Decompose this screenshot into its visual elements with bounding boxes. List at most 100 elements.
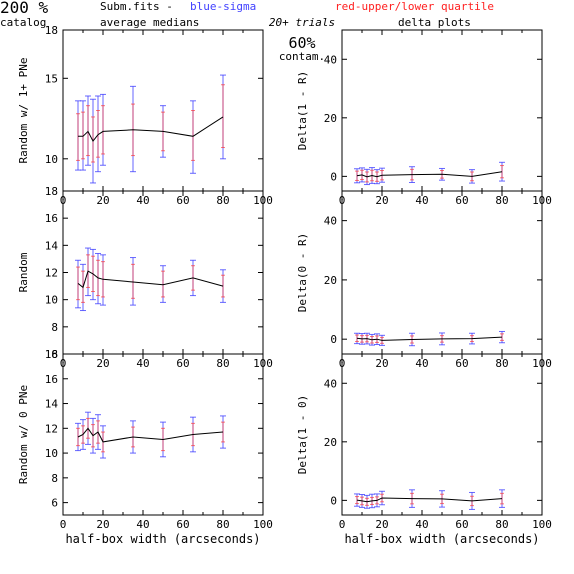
error-bar	[95, 95, 101, 173]
x-tick-label: 20	[96, 194, 109, 207]
header-trials: 20+ trials	[269, 16, 335, 29]
x-tick-label: 0	[339, 518, 346, 531]
panel-frame	[341, 29, 543, 192]
x-tick-label: 20	[96, 518, 109, 531]
error-bar	[359, 494, 365, 508]
y-tick-label: 10	[45, 447, 58, 460]
x-tick-label: 80	[495, 518, 508, 531]
y-tick-label: 0	[330, 333, 337, 346]
y-tick-label: 10	[45, 294, 58, 307]
y-tick-label: 40	[324, 377, 337, 390]
y-tick-label: 0	[330, 170, 337, 183]
error-bar	[190, 100, 196, 174]
header-catalog: catalog	[0, 16, 46, 29]
y-tick-label: 8	[51, 472, 58, 485]
x-axis-label: half-box width (arcseconds)	[65, 532, 260, 546]
x-tick-label: 20	[375, 518, 388, 531]
error-bar	[130, 257, 136, 306]
x-tick-label: 100	[532, 518, 552, 531]
x-tick-label: 80	[495, 357, 508, 370]
x-tick-label: 20	[375, 357, 388, 370]
header-contam: contam.	[279, 50, 325, 63]
y-tick-label: 20	[324, 436, 337, 449]
error-bar	[75, 259, 81, 309]
error-bar	[85, 95, 91, 166]
y-tick-label: 12	[45, 422, 58, 435]
x-tick-label: 40	[415, 357, 428, 370]
median-line	[356, 336, 503, 341]
x-tick-label: 40	[415, 518, 428, 531]
error-bar	[409, 332, 415, 347]
x-tick-label: 40	[136, 194, 149, 207]
y-tick-label: 16	[45, 212, 58, 225]
header-average-medians: average medians	[100, 16, 199, 29]
y-axis-label: Delta(1 - 0)	[296, 395, 309, 474]
x-tick-label: 20	[96, 357, 109, 370]
x-tick-label: 80	[216, 357, 229, 370]
y-tick-label: 18	[45, 348, 58, 361]
header-percent: 200 %	[0, 0, 49, 17]
header-contam-percent: 60%	[288, 34, 315, 52]
y-axis-label: Random w/ 0 PNe	[17, 385, 30, 484]
y-tick-label: 0	[330, 494, 337, 507]
error-bar	[75, 100, 81, 171]
y-tick-label: 6	[51, 497, 58, 510]
x-tick-label: 60	[176, 194, 189, 207]
error-bar	[369, 333, 375, 346]
error-bar	[499, 161, 505, 182]
x-tick-label: 100	[253, 518, 273, 531]
x-tick-label: 80	[216, 194, 229, 207]
y-tick-label: 6	[51, 348, 58, 361]
x-tick-label: 40	[136, 357, 149, 370]
header-delta-plots: delta plots	[398, 16, 471, 29]
panel-right-3: 0 20 40 60 80 100 0 20 40 Delta(1 - 0) half-box wi…	[296, 353, 552, 546]
median-line	[356, 497, 503, 503]
y-tick-label: 15	[45, 72, 58, 85]
x-tick-label: 40	[415, 194, 428, 207]
y-tick-label: 14	[45, 398, 59, 411]
x-tick-label: 40	[136, 518, 149, 531]
x-tick-label: 20	[375, 194, 388, 207]
y-tick-label: 16	[45, 373, 58, 386]
y-axis-label: Delta(1 - R)	[296, 71, 309, 150]
y-tick-label: 40	[324, 215, 337, 228]
median-line	[78, 116, 224, 143]
x-tick-label: 0	[60, 518, 67, 531]
x-axis-label: half-box width (arcseconds)	[344, 532, 539, 546]
panel-frame	[341, 190, 543, 355]
error-bar	[160, 265, 166, 303]
x-tick-label: 60	[455, 357, 468, 370]
median-line	[356, 171, 503, 178]
y-axis-label: Delta(0 - R)	[296, 233, 309, 312]
y-tick-label: 20	[324, 274, 337, 287]
y-tick-label: 20	[324, 112, 337, 125]
x-tick-label: 60	[176, 357, 189, 370]
error-bar	[80, 100, 86, 171]
error-bar	[499, 330, 505, 344]
y-tick-label: 14	[45, 239, 59, 252]
x-tick-label: 60	[455, 518, 468, 531]
x-tick-label: 60	[176, 518, 189, 531]
x-tick-label: 60	[455, 194, 468, 207]
error-bar	[130, 85, 136, 173]
header-file: Subm.fits -	[100, 0, 173, 13]
median-line	[77, 270, 224, 289]
y-tick-label: 10	[45, 153, 58, 166]
x-tick-label: 80	[495, 194, 508, 207]
error-bar	[354, 493, 360, 507]
x-tick-label: 80	[216, 518, 229, 531]
y-tick-label: 8	[51, 321, 58, 334]
y-tick-label: 18	[45, 185, 58, 198]
panel-left-3: 0 20 40 60 80 100 6 8 10 12 14 16 18 Random w/ 0 PNe h…	[17, 348, 273, 546]
y-tick-label: 40	[324, 53, 337, 66]
y-tick-label: 12	[45, 267, 58, 280]
error-bar	[100, 93, 106, 166]
y-axis-label: Random w/ 1+ PNe	[17, 58, 30, 164]
header-red-quartile: red-upper/lower quartile	[335, 0, 494, 13]
error-bar	[439, 167, 445, 181]
